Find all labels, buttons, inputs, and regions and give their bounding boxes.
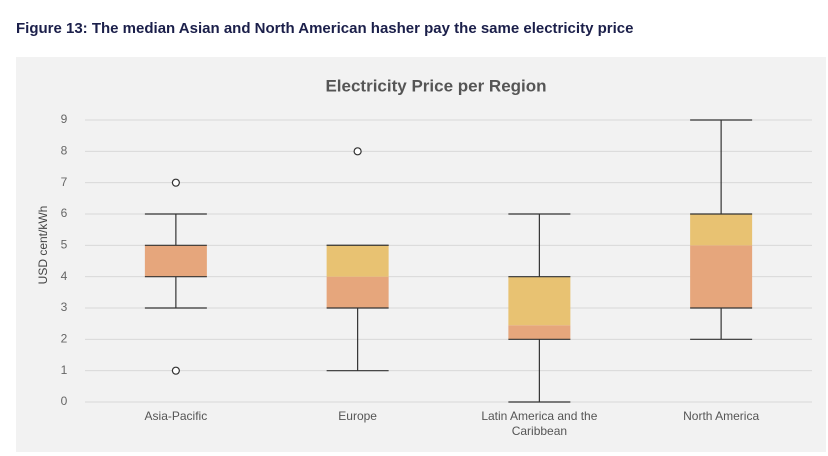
y-tick-label: 3 xyxy=(61,300,68,314)
box-lower xyxy=(690,245,753,308)
y-tick-label: 0 xyxy=(61,394,68,408)
y-tick-label: 2 xyxy=(61,332,68,346)
figure-title: Figure 13: The median Asian and North Am… xyxy=(16,20,634,37)
y-tick-label: 1 xyxy=(61,363,68,377)
x-tick-label: Asia-Pacific xyxy=(144,409,208,423)
x-tick-label: Latin America and the Caribbean xyxy=(481,409,598,438)
outlier xyxy=(171,178,180,187)
box-lower xyxy=(508,325,571,340)
x-tick-label: North America xyxy=(683,409,760,423)
outlier xyxy=(353,147,362,156)
outlier xyxy=(171,366,180,375)
y-tick-label: 6 xyxy=(61,206,68,220)
y-tick-label: 5 xyxy=(61,238,68,252)
box-lower xyxy=(144,245,207,277)
y-tick-label: 4 xyxy=(61,269,68,283)
box-lower xyxy=(326,276,389,308)
box-upper xyxy=(690,214,753,246)
box-upper xyxy=(326,245,389,277)
x-tick-label: Europe xyxy=(338,409,377,423)
y-tick-label: 9 xyxy=(61,112,68,126)
y-tick-label: 7 xyxy=(61,175,68,189)
chart-title: Electricity Price per Region xyxy=(325,76,546,95)
y-tick-label: 8 xyxy=(61,144,68,158)
box-upper xyxy=(508,276,571,326)
y-axis-label: USD cent/kWh xyxy=(36,206,50,285)
